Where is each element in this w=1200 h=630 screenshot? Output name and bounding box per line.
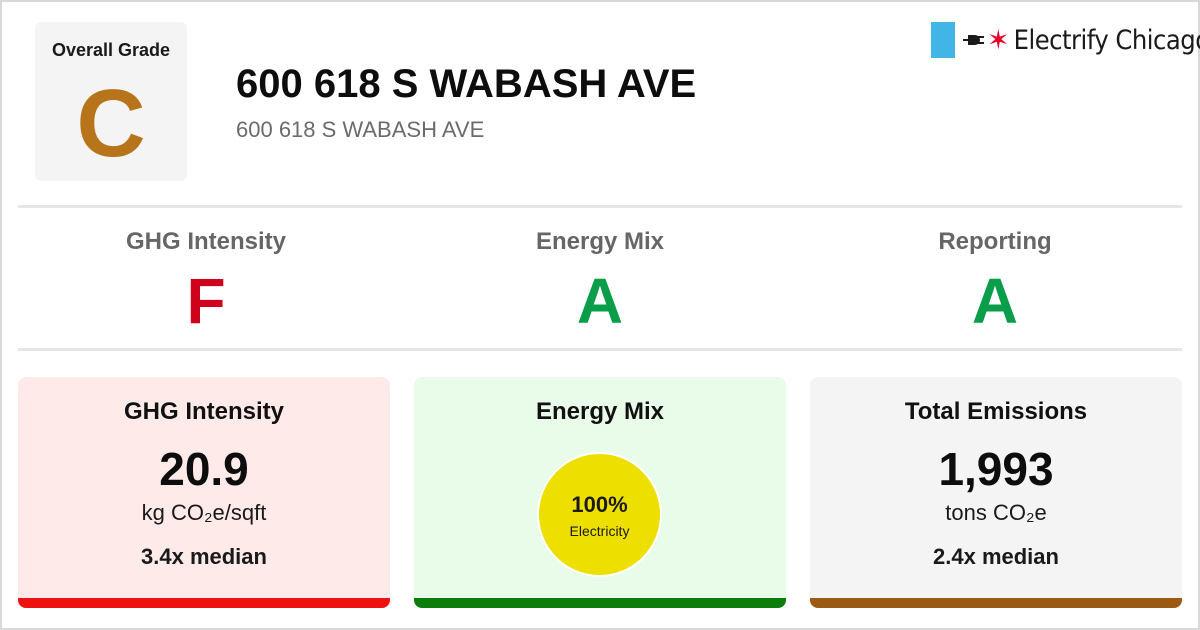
ghg-intensity-card: GHG Intensity 20.9 kg CO₂e/sqft 3.4x med… (18, 377, 390, 608)
ghg-intensity-median: 3.4x median (141, 544, 267, 569)
subgrade-reporting: Reporting A (805, 225, 1185, 341)
subgrade-letter: A (971, 265, 1019, 337)
overall-grade-box: Overall Grade C (35, 22, 187, 181)
divider (18, 205, 1182, 208)
subgrade-letter: F (186, 265, 226, 337)
card-heading: Energy Mix (535, 398, 665, 425)
subgrade-ghg-intensity: GHG Intensity F (16, 225, 396, 341)
energy-mix-source: Electricity (569, 523, 630, 539)
subgrade-letter: A (576, 265, 624, 337)
flag-stripe-icon (931, 22, 955, 58)
page-title: 600 618 S WABASH AVE (236, 62, 697, 106)
card-accent-bar (18, 598, 390, 608)
chicago-star-icon: ✶ (987, 25, 1010, 55)
ghg-intensity-value: 20.9 (159, 443, 249, 495)
total-emissions-card: Total Emissions 1,993 tons CO₂e 2.4x med… (810, 377, 1182, 608)
card-accent-bar (414, 598, 786, 608)
subgrade-energy-mix: Energy Mix A (410, 225, 790, 341)
card-heading: Total Emissions (904, 398, 1088, 425)
subgrade-name: GHG Intensity (125, 228, 287, 255)
total-emissions-value: 1,993 (938, 443, 1054, 495)
energy-mix-pie: 100% Electricity (537, 452, 662, 577)
card-heading: GHG Intensity (123, 398, 285, 425)
divider (18, 348, 1182, 351)
electrify-chicago-logo: ✶ Electrify Chicago (931, 22, 1200, 58)
card-accent-bar (810, 598, 1182, 608)
energy-mix-card: Energy Mix 100% Electricity (414, 377, 786, 608)
subgrade-name: Energy Mix (535, 228, 665, 255)
total-emissions-unit: tons CO₂e (945, 500, 1047, 525)
energy-mix-percent: 100% (571, 492, 628, 517)
overall-grade-label: Overall Grade (51, 40, 171, 60)
logo-text: Electrify Chicago (1013, 24, 1200, 56)
plug-icon (963, 35, 984, 45)
page-subtitle: 600 618 S WABASH AVE (236, 117, 485, 142)
overall-grade-letter: C (76, 70, 146, 177)
total-emissions-median: 2.4x median (933, 544, 1059, 569)
subgrade-name: Reporting (938, 228, 1052, 255)
ghg-intensity-unit: kg CO₂e/sqft (141, 500, 267, 525)
